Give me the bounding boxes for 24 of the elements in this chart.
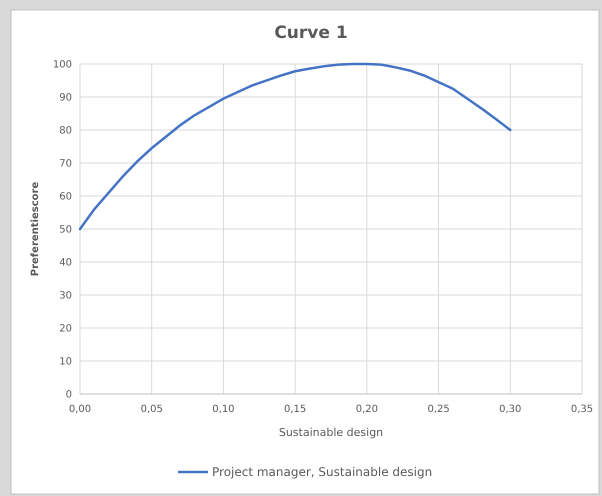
- chart-title: Curve 1: [274, 23, 348, 43]
- y-tick-label: 80: [59, 126, 72, 136]
- x-axis-title: Sustainable design: [278, 426, 384, 439]
- x-tick-label: 0,25: [427, 404, 450, 415]
- x-tick-label: 0,20: [356, 404, 378, 415]
- y-tick-label: 10: [59, 356, 72, 368]
- y-tick-label: 50: [59, 224, 72, 236]
- x-tick-label: 0,15: [284, 404, 306, 415]
- legend-label: Project manager, Sustainable design: [212, 465, 432, 480]
- y-tick-label: 0: [66, 390, 72, 400]
- y-tick-label: 100: [52, 60, 72, 70]
- y-tick-label: 70: [59, 158, 72, 170]
- y-tick-label: 60: [59, 192, 72, 202]
- y-tick-label: 30: [59, 290, 72, 302]
- x-tick-label: 0,00: [68, 404, 92, 415]
- y-tick-label: 90: [59, 92, 72, 104]
- x-tick-label: 0,10: [212, 404, 235, 415]
- y-axis-title: Preferentiescore: [30, 182, 41, 276]
- x-tick-label: 0,30: [499, 404, 522, 415]
- x-tick-label: 0,05: [140, 404, 163, 415]
- x-tick-label: 0,35: [570, 404, 594, 415]
- line-series: [78, 62, 512, 230]
- y-tick-label: 40: [59, 258, 72, 268]
- y-tick-label: 20: [59, 324, 72, 334]
